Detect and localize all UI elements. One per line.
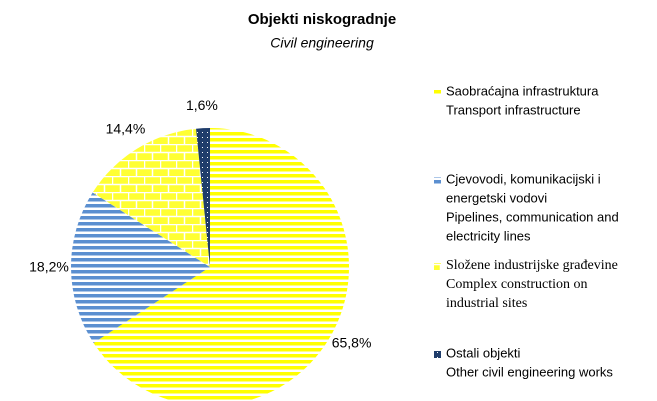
- legend-label: Ostali objekti: [446, 345, 521, 360]
- chart-title: Objekti niskogradnje: [248, 11, 396, 28]
- legend-label: Saobraćajna infrastruktura: [446, 83, 599, 98]
- legend-marker: [434, 177, 441, 184]
- legend-label: Transport infrastructure: [446, 102, 581, 117]
- legend-label: Other civil engineering works: [446, 364, 613, 379]
- legend-marker: [434, 263, 441, 270]
- pie-slice: [71, 192, 210, 343]
- pie-slice: [92, 128, 210, 267]
- legend-label: industrial sites: [446, 296, 527, 311]
- value-label: 1,6%: [186, 97, 218, 113]
- pie-slice: [93, 128, 349, 401]
- legend-label: energetski vodovi: [446, 190, 547, 205]
- chart-subtitle: Civil engineering: [270, 35, 374, 51]
- legend-label: Složene industrijske građevine: [446, 258, 618, 273]
- legend-marker: [434, 351, 441, 358]
- legend-label: electricity lines: [446, 228, 531, 243]
- legend-label: Pipelines, communication and: [446, 209, 619, 224]
- pie-slice: [196, 128, 210, 267]
- value-label: 65,8%: [332, 334, 372, 350]
- legend-label: Cjevovodi, komunikacijski i: [446, 171, 601, 186]
- legend-label: Complex construction on: [446, 277, 588, 292]
- value-label: 14,4%: [106, 121, 146, 137]
- legend-marker: [434, 89, 441, 96]
- value-label: 18,2%: [29, 259, 69, 275]
